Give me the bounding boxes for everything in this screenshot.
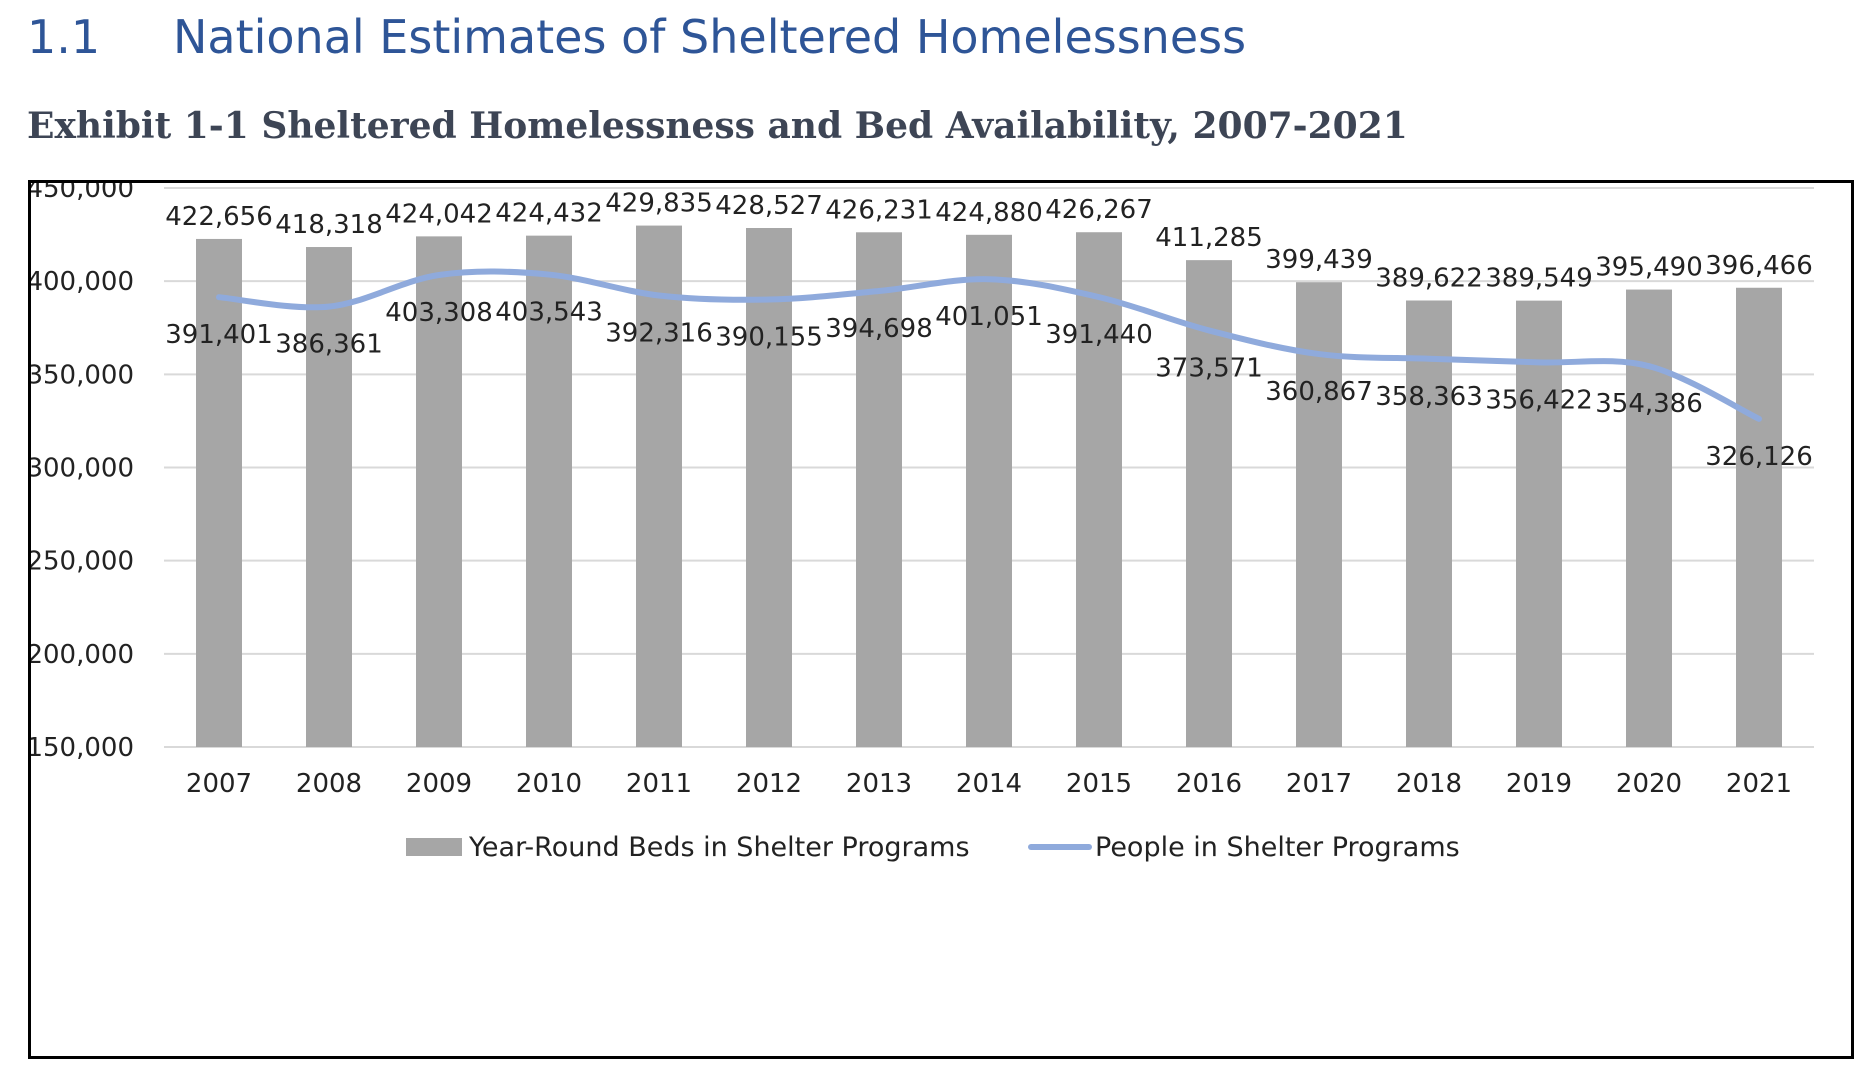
x-tick-label: 2012 bbox=[736, 769, 802, 799]
bar bbox=[1186, 260, 1232, 747]
line-value-label: 386,361 bbox=[275, 330, 383, 360]
chart: 422,656 418,318 424,042 424,432 429,835 428,5… bbox=[31, 183, 1814, 863]
line-value-label: 391,440 bbox=[1045, 320, 1153, 350]
line-value-label: 326,126 bbox=[1705, 442, 1813, 472]
bar-value-label: 424,042 bbox=[385, 199, 493, 229]
x-tick-label: 2014 bbox=[956, 769, 1022, 799]
x-tick-label: 2018 bbox=[1396, 769, 1462, 799]
bar-value-label: 399,439 bbox=[1265, 245, 1373, 275]
exhibit-title: Exhibit 1-1 Sheltered Homelessness and B… bbox=[27, 105, 1408, 147]
bar-value-label: 422,656 bbox=[165, 202, 273, 232]
line-value-label: 354,386 bbox=[1595, 389, 1703, 419]
line-value-label: 403,543 bbox=[495, 298, 603, 328]
y-tick-label: 300,000 bbox=[31, 454, 134, 484]
bar-value-label: 395,490 bbox=[1595, 253, 1703, 283]
bar-value-label: 418,318 bbox=[275, 210, 383, 240]
line-value-label: 356,422 bbox=[1485, 385, 1593, 415]
x-tick-label: 2007 bbox=[186, 769, 252, 799]
y-tick-label: 250,000 bbox=[31, 547, 134, 577]
legend-label-beds: Year-Round Beds in Shelter Programs bbox=[468, 832, 970, 863]
bar bbox=[856, 232, 902, 748]
legend: Year-Round Beds in Shelter Programs Peop… bbox=[406, 832, 1460, 863]
line-value-label: 358,363 bbox=[1375, 382, 1483, 412]
bar-series bbox=[196, 225, 1782, 748]
x-tick-label: 2016 bbox=[1176, 769, 1242, 799]
line-value-label: 360,867 bbox=[1265, 377, 1373, 407]
y-tick-label: 150,000 bbox=[31, 733, 134, 763]
bar bbox=[1626, 289, 1672, 747]
y-tick-label: 200,000 bbox=[31, 640, 134, 670]
x-tick-label: 2011 bbox=[626, 769, 692, 799]
bar-value-label: 389,622 bbox=[1375, 264, 1483, 294]
bar bbox=[1076, 232, 1122, 748]
people-line bbox=[216, 268, 1762, 422]
bar bbox=[306, 247, 352, 747]
line-value-label: 390,155 bbox=[715, 323, 823, 353]
bar-value-label: 426,267 bbox=[1045, 195, 1153, 225]
data-labels: 422,656 418,318 424,042 424,432 429,835 428,5… bbox=[165, 189, 1813, 472]
bar-value-label: 411,285 bbox=[1155, 223, 1263, 253]
line-value-label: 392,316 bbox=[605, 318, 713, 348]
bar-value-label: 426,231 bbox=[825, 195, 933, 225]
bar bbox=[746, 228, 792, 747]
bar-value-label: 424,880 bbox=[935, 198, 1043, 228]
y-tick-label: 400,000 bbox=[31, 267, 134, 297]
y-tick-label: 450,000 bbox=[31, 183, 134, 204]
x-tick-label: 2019 bbox=[1506, 769, 1572, 799]
x-tick-label: 2021 bbox=[1726, 769, 1792, 799]
x-tick-label: 2015 bbox=[1066, 769, 1132, 799]
line-value-label: 403,308 bbox=[385, 298, 493, 328]
line-value-label: 401,051 bbox=[935, 302, 1043, 332]
bar bbox=[1516, 300, 1562, 747]
y-tick-label: 350,000 bbox=[31, 360, 134, 390]
bar bbox=[1736, 287, 1782, 747]
section-number: 1.1 bbox=[27, 10, 101, 64]
bar bbox=[966, 234, 1012, 747]
bar bbox=[196, 238, 242, 747]
chart-frame: 422,656 418,318 424,042 424,432 429,835 428,5… bbox=[28, 180, 1854, 1059]
axis-labels: 450,000 400,000 350,000 300,000 250,000 200,0… bbox=[31, 183, 1792, 799]
bar bbox=[526, 235, 572, 747]
section-title: National Estimates of Sheltered Homeless… bbox=[173, 10, 1247, 64]
x-tick-label: 2017 bbox=[1286, 769, 1352, 799]
bar-value-label: 428,527 bbox=[715, 191, 823, 221]
line-value-label: 373,571 bbox=[1155, 353, 1263, 383]
bar bbox=[416, 236, 462, 747]
x-tick-label: 2013 bbox=[846, 769, 912, 799]
x-tick-label: 2009 bbox=[406, 769, 472, 799]
line-series bbox=[216, 268, 1762, 422]
line-value-label: 391,401 bbox=[165, 320, 273, 350]
bar-value-label: 424,432 bbox=[495, 199, 603, 229]
bar-value-label: 396,466 bbox=[1705, 251, 1813, 281]
bar-value-label: 389,549 bbox=[1485, 264, 1593, 294]
line-value-label: 394,698 bbox=[825, 314, 933, 344]
x-tick-label: 2008 bbox=[296, 769, 362, 799]
bar bbox=[1406, 300, 1452, 747]
bar bbox=[1296, 282, 1342, 747]
x-tick-label: 2010 bbox=[516, 769, 582, 799]
bar-value-label: 429,835 bbox=[605, 189, 713, 219]
legend-swatch-beds bbox=[406, 838, 462, 856]
x-tick-label: 2020 bbox=[1616, 769, 1682, 799]
bar bbox=[636, 225, 682, 748]
legend-label-people: People in Shelter Programs bbox=[1095, 832, 1460, 863]
section-heading: 1.1 National Estimates of Sheltered Homel… bbox=[27, 10, 1246, 80]
